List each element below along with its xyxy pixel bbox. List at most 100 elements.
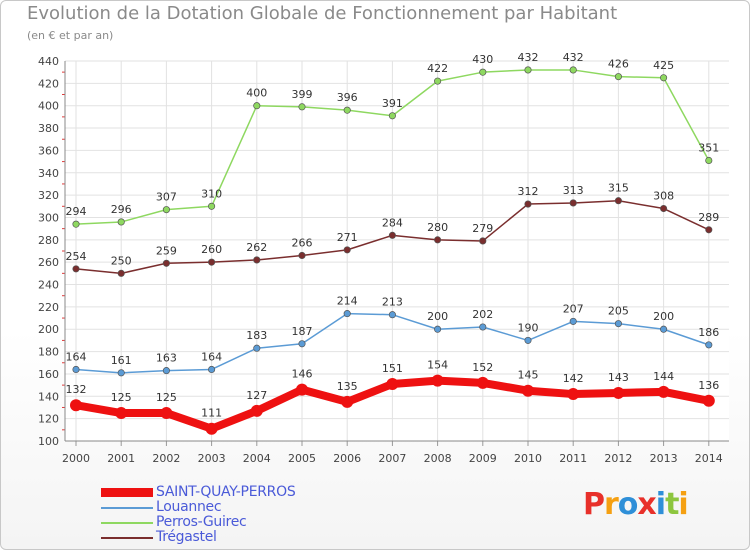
- legend-swatch-louannec: [101, 500, 153, 515]
- data-point-saint-quay-perros: [657, 385, 670, 398]
- data-label-louannec: 183: [246, 329, 267, 342]
- data-label-louannec: 213: [382, 296, 403, 309]
- data-label-saint-quay-perros: 125: [156, 391, 177, 404]
- logo-letter: x: [637, 487, 656, 522]
- data-label-perros-guirec: 425: [653, 59, 674, 72]
- data-point-saint-quay-perros: [296, 383, 308, 396]
- data-label-tr-gastel: 313: [563, 184, 584, 197]
- data-label-tr-gastel: 279: [472, 222, 493, 235]
- data-point-saint-quay-perros: [431, 374, 444, 387]
- data-label-tr-gastel: 312: [518, 185, 539, 198]
- data-point-saint-quay-perros: [205, 422, 218, 435]
- data-point-saint-quay-perros: [386, 378, 399, 390]
- y-tick-label: 420: [38, 77, 59, 90]
- data-point-tr-gastel: [72, 265, 80, 273]
- data-point-saint-quay-perros: [567, 388, 580, 401]
- data-label-perros-guirec: 396: [337, 91, 358, 104]
- data-label-louannec: 164: [201, 350, 222, 363]
- data-label-louannec: 207: [563, 302, 584, 315]
- data-label-tr-gastel: 266: [292, 236, 313, 249]
- data-label-saint-quay-perros: 136: [698, 379, 719, 392]
- data-point-perros-guirec: [569, 66, 577, 74]
- x-tick-label: 2003: [198, 452, 226, 465]
- data-point-louannec: [614, 320, 622, 328]
- data-label-perros-guirec: 296: [111, 203, 132, 216]
- data-point-perros-guirec: [705, 156, 713, 165]
- data-point-louannec: [434, 325, 442, 333]
- x-tick-label: 2011: [559, 452, 587, 465]
- data-point-tr-gastel: [434, 236, 442, 244]
- y-tick-label: 180: [38, 346, 59, 359]
- data-label-louannec: 164: [66, 350, 87, 363]
- data-point-saint-quay-perros: [476, 376, 489, 389]
- data-label-perros-guirec: 432: [518, 51, 539, 64]
- data-label-tr-gastel: 284: [382, 216, 403, 229]
- data-label-perros-guirec: 426: [608, 58, 629, 71]
- data-point-perros-guirec: [479, 68, 487, 76]
- chart-subtitle: (en € et par an): [27, 29, 114, 42]
- data-label-perros-guirec: 432: [563, 51, 584, 64]
- legend-swatch-perros-guirec: [101, 515, 153, 530]
- data-point-perros-guirec: [524, 66, 532, 74]
- data-point-tr-gastel: [660, 204, 668, 213]
- data-point-perros-guirec: [72, 220, 80, 228]
- legend-swatch-saint-quay-perros: [101, 485, 153, 500]
- data-label-saint-quay-perros: 111: [201, 407, 222, 420]
- data-label-saint-quay-perros: 132: [66, 383, 87, 396]
- legend-label-perros-guirec: Perros-Guirec: [156, 514, 247, 530]
- data-label-saint-quay-perros: 142: [563, 372, 584, 385]
- data-point-louannec: [208, 365, 216, 374]
- data-label-louannec: 187: [292, 325, 313, 338]
- data-point-tr-gastel: [479, 237, 487, 245]
- data-label-saint-quay-perros: 151: [382, 362, 403, 375]
- data-label-louannec: 205: [608, 305, 629, 318]
- data-point-louannec: [388, 311, 396, 319]
- data-point-perros-guirec: [298, 103, 306, 111]
- y-tick-label: 260: [38, 256, 59, 269]
- data-label-tr-gastel: 262: [246, 241, 267, 254]
- chart-title: Evolution de la Dotation Globale de Fonc…: [27, 3, 618, 24]
- data-label-louannec: 200: [653, 310, 674, 323]
- data-point-tr-gastel: [388, 231, 396, 239]
- x-tick-label: 2004: [243, 452, 271, 465]
- logo-letter: i: [678, 487, 688, 522]
- data-point-perros-guirec: [117, 218, 125, 226]
- y-tick-label: 280: [38, 234, 59, 247]
- y-tick-label: 320: [38, 189, 59, 202]
- legend-label-tregastel: Trégastel: [156, 529, 217, 545]
- data-label-louannec: 200: [427, 310, 448, 323]
- data-label-louannec: 190: [518, 321, 539, 334]
- data-label-louannec: 214: [337, 295, 358, 308]
- data-label-tr-gastel: 259: [156, 244, 177, 257]
- data-point-tr-gastel: [162, 259, 170, 267]
- data-point-louannec: [343, 310, 351, 318]
- x-tick-label: 2001: [107, 452, 135, 465]
- data-label-perros-guirec: 294: [66, 205, 87, 218]
- y-tick-label: 400: [38, 100, 59, 113]
- y-tick-label: 140: [38, 390, 59, 403]
- data-point-louannec: [162, 367, 170, 375]
- x-tick-label: 2006: [333, 452, 361, 465]
- data-point-tr-gastel: [614, 197, 622, 205]
- x-tick-label: 2012: [604, 452, 632, 465]
- data-point-tr-gastel: [298, 251, 306, 260]
- data-label-tr-gastel: 271: [337, 231, 358, 244]
- data-point-saint-quay-perros: [115, 407, 128, 420]
- y-tick-label: 100: [38, 435, 59, 448]
- data-label-perros-guirec: 351: [698, 141, 719, 154]
- data-label-perros-guirec: 310: [201, 187, 222, 200]
- data-point-saint-quay-perros: [702, 394, 715, 407]
- data-point-perros-guirec: [208, 202, 216, 210]
- data-point-perros-guirec: [162, 206, 170, 214]
- data-label-tr-gastel: 254: [66, 250, 87, 263]
- data-label-perros-guirec: 391: [382, 97, 403, 110]
- data-label-saint-quay-perros: 152: [472, 361, 493, 374]
- data-point-louannec: [479, 323, 487, 331]
- data-label-saint-quay-perros: 146: [292, 368, 313, 381]
- data-label-tr-gastel: 250: [111, 254, 132, 267]
- data-point-saint-quay-perros: [70, 399, 82, 412]
- data-point-louannec: [298, 340, 306, 348]
- data-label-perros-guirec: 430: [472, 53, 493, 66]
- legend-label-louannec: Louannec: [156, 499, 222, 515]
